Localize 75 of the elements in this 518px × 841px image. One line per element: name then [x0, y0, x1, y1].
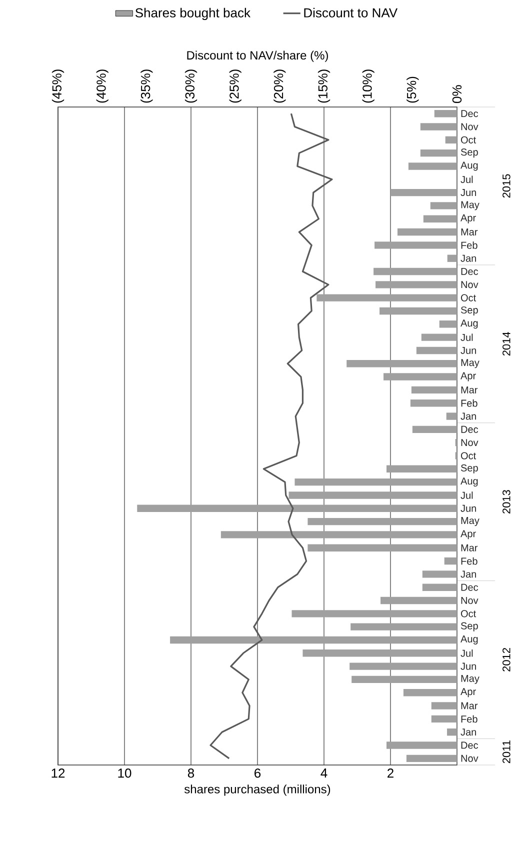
legend-label: Discount to NAV	[304, 8, 398, 18]
y-tick-label: Sep	[460, 622, 478, 632]
y-tick-label: Dec	[461, 110, 478, 118]
text: 2012	[502, 648, 510, 672]
y-tick-label: Oct	[460, 452, 476, 460]
y-tick-label: Apr	[460, 688, 476, 698]
x-tick-label: 10	[118, 768, 132, 778]
y-tick-label: May	[461, 674, 480, 684]
x-tick-label: 2	[388, 768, 394, 778]
y-tick-label: Oct	[460, 610, 476, 618]
x-tick-label: 4	[320, 768, 328, 778]
x-tick-label: 8	[188, 768, 194, 778]
x-axis-title: shares purchased (millions)	[184, 784, 330, 796]
x2-tick-label: (45%)	[52, 70, 64, 103]
y-tick-label: Aug	[460, 636, 478, 644]
y-tick-label: Apr	[460, 214, 476, 224]
y-tick-label: Jul	[460, 649, 473, 657]
x2-tick-label: (15%)	[318, 70, 330, 103]
x2-tick-label: (10%)	[362, 70, 374, 103]
y-tick-label: May	[461, 517, 480, 526]
y-tick-label: Aug	[460, 162, 478, 171]
y-tick-label: Mar	[461, 228, 478, 236]
y-tick-label: Jan	[460, 570, 476, 578]
y-tick-label: Mar	[461, 702, 478, 710]
y-tick-label: Feb	[461, 715, 478, 723]
y-tick-label: Feb	[461, 557, 478, 565]
y-tick-label: Apr	[460, 530, 476, 540]
y-tick-label: May	[461, 201, 480, 210]
x2-tick-label: (20%)	[274, 70, 286, 103]
text: 2011	[502, 740, 510, 764]
x2-tick-label: 0%	[452, 85, 462, 103]
y-tick-label: Nov	[461, 281, 478, 288]
y-tick-label: Dec	[461, 268, 478, 275]
y-tick-label: Dec	[461, 584, 478, 591]
y-tick-label: Jan	[460, 728, 476, 736]
y-tick-label: Sep	[460, 464, 478, 474]
legend-label: Shares bought back	[135, 8, 250, 20]
y-tick-label: Feb	[461, 242, 478, 249]
y-tick-label: May	[461, 359, 480, 368]
y-tick-label: Dec	[461, 742, 478, 749]
y-tick-label: Aug	[460, 320, 478, 329]
y-tick-label: Jan	[460, 412, 476, 420]
y-tick-label: Aug	[460, 478, 478, 487]
y-tick-label: Nov	[461, 439, 478, 446]
y-tick-label: Jun	[460, 189, 476, 196]
x2-axis-title: Discount to NAV/share (%)	[187, 50, 328, 62]
y-tick-label: Nov	[461, 754, 478, 762]
x2-tick-label: (25%)	[229, 70, 242, 103]
x-tick-label: 12	[52, 768, 65, 778]
y-tick-label: Jul	[460, 176, 473, 184]
y-tick-label: Sep	[460, 306, 478, 316]
y-tick-label: Feb	[461, 399, 478, 407]
y-tick-label: Jun	[460, 346, 476, 354]
text: 2014	[502, 332, 510, 356]
y-tick-label: Jan	[460, 254, 476, 262]
y-tick-label: Mar	[461, 544, 478, 552]
text: 2015	[502, 174, 510, 198]
y-tick-label: Apr	[460, 372, 476, 382]
x2-tick-label: (5%)	[406, 76, 419, 103]
x2-tick-label: (30%)	[184, 70, 198, 103]
y-tick-label: Jul	[460, 492, 473, 499]
y-tick-label: Jun	[460, 504, 476, 512]
text: 2013	[502, 490, 510, 514]
y-tick-label: Dec	[461, 426, 478, 433]
y-tick-label: Sep	[460, 148, 478, 158]
x2-tick-label: (40%)	[96, 70, 108, 103]
y-tick-label: Nov	[461, 597, 478, 604]
y-tick-label: Nov	[461, 123, 478, 130]
x-tick-label: 6	[254, 768, 261, 778]
y-tick-label: Oct	[460, 136, 476, 144]
x2-tick-label: (35%)	[140, 70, 153, 103]
y-tick-label: Jul	[460, 334, 473, 341]
y-tick-label: Mar	[461, 386, 478, 394]
y-tick-label: Jun	[460, 662, 476, 670]
y-tick-label: Oct	[460, 294, 476, 302]
